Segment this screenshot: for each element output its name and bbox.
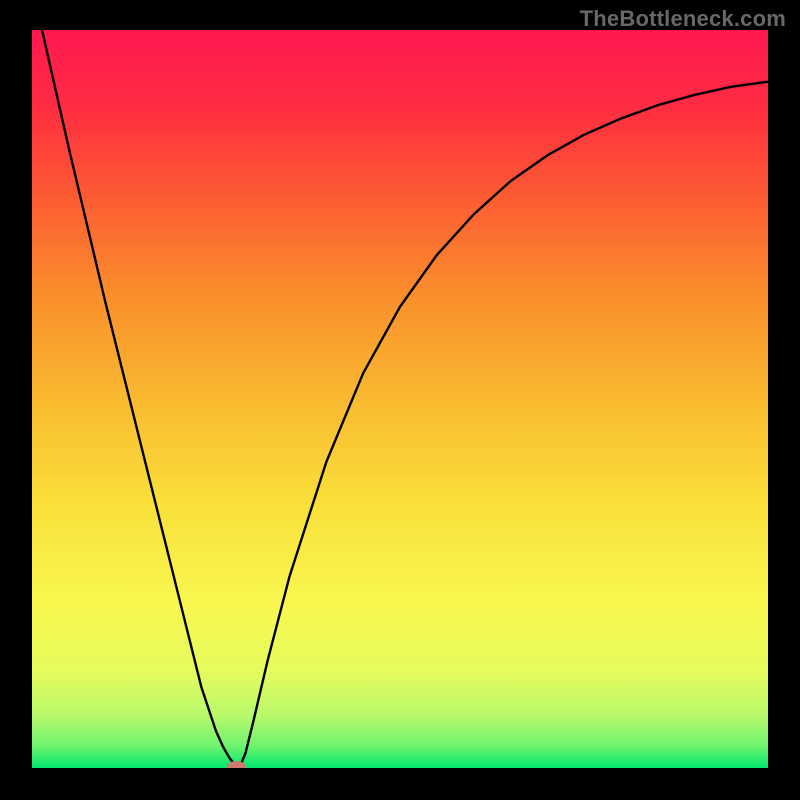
plot-area bbox=[32, 30, 768, 768]
chart-frame: TheBottleneck.com bbox=[0, 0, 800, 800]
attribution-label: TheBottleneck.com bbox=[580, 6, 786, 32]
bottleneck-curve-chart bbox=[32, 30, 768, 768]
gradient-background bbox=[32, 30, 768, 768]
